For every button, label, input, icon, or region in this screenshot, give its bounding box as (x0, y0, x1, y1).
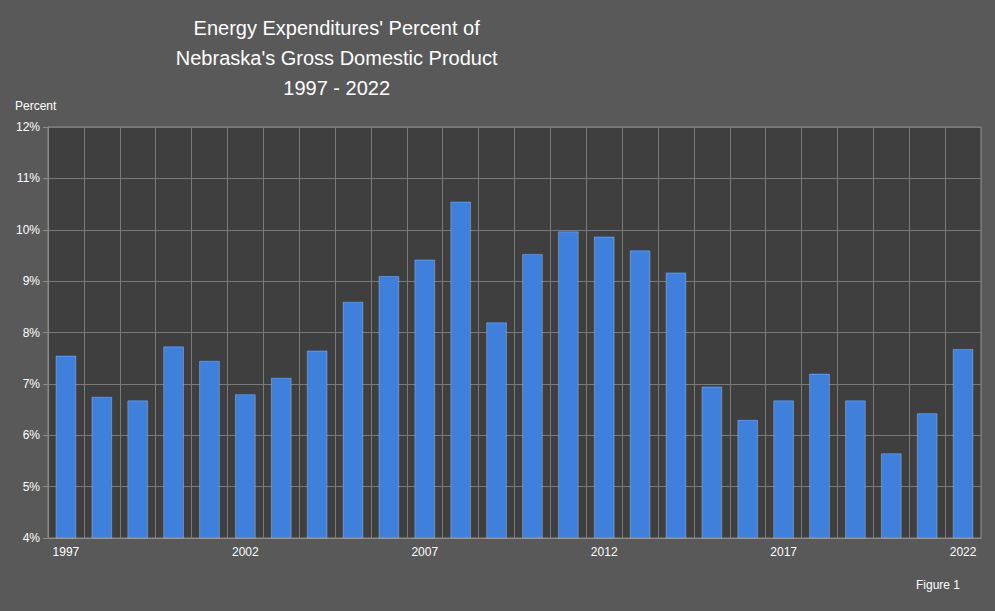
svg-text:Percent: Percent (15, 99, 57, 113)
svg-text:2002: 2002 (232, 545, 259, 559)
svg-text:4%: 4% (23, 531, 41, 545)
svg-text:2017: 2017 (770, 545, 797, 559)
svg-text:12%: 12% (16, 120, 40, 134)
svg-text:9%: 9% (23, 274, 41, 288)
svg-text:8%: 8% (23, 326, 41, 340)
svg-text:2012: 2012 (591, 545, 618, 559)
svg-text:1997: 1997 (53, 545, 80, 559)
svg-text:1997 - 2022: 1997 - 2022 (283, 77, 390, 99)
svg-text:Nebraska's Gross Domestic Prod: Nebraska's Gross Domestic Product (176, 47, 498, 69)
svg-text:2022: 2022 (950, 545, 977, 559)
svg-text:Figure 1: Figure 1 (916, 578, 960, 592)
svg-text:7%: 7% (23, 377, 41, 391)
svg-text:11%: 11% (17, 171, 40, 185)
svg-text:5%: 5% (23, 480, 41, 494)
svg-text:Energy Expenditures' Percent o: Energy Expenditures' Percent of (194, 17, 481, 39)
svg-text:6%: 6% (23, 428, 41, 442)
svg-text:2007: 2007 (411, 545, 438, 559)
svg-text:10%: 10% (16, 223, 40, 237)
